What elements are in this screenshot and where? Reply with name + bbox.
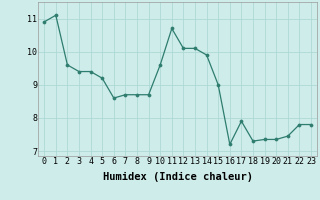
X-axis label: Humidex (Indice chaleur): Humidex (Indice chaleur)	[103, 172, 252, 182]
